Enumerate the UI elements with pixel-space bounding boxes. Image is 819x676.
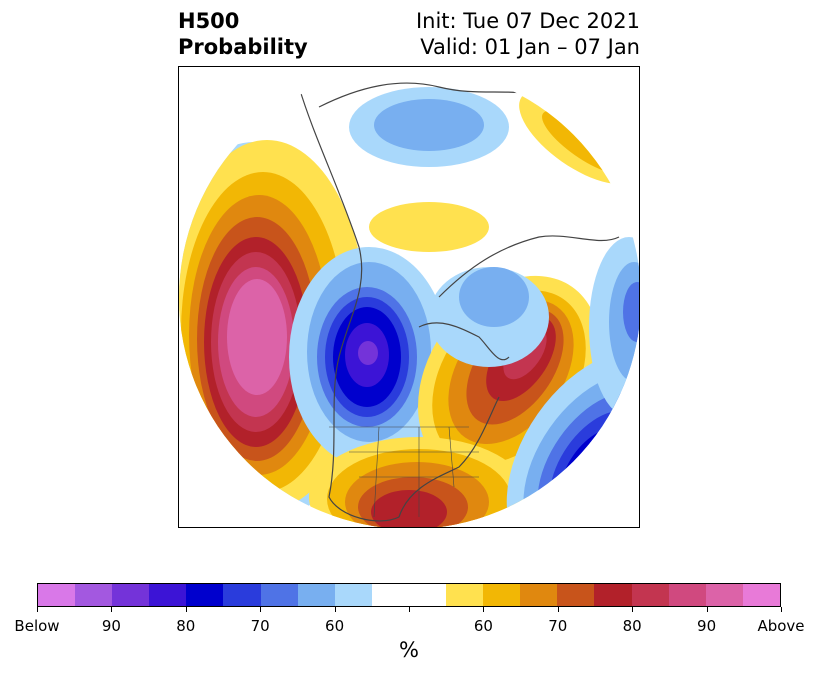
- colorbar-cell-7: [297, 584, 335, 606]
- colorbar-cell-10: [408, 584, 447, 606]
- colorbar-cell-4: [186, 584, 224, 606]
- colorbar-cell-18: [705, 584, 743, 606]
- pacific-ridge: [179, 140, 367, 527]
- colorbar-cell-12: [483, 584, 521, 606]
- colorbar-tick-label: 70: [548, 617, 568, 635]
- title-left: H500 Probability: [178, 8, 308, 60]
- colorbar-cell-2: [112, 584, 150, 606]
- title-right: Init: Tue 07 Dec 2021 Valid: 01 Jan – 07…: [416, 8, 640, 60]
- colorbar-cell-13: [520, 584, 558, 606]
- colorbar-tick-label: 90: [697, 617, 717, 635]
- colorbar-tick-label: 80: [622, 617, 642, 635]
- probability-map: [178, 66, 640, 528]
- valid-label: Valid: 01 Jan – 07 Jan: [420, 35, 640, 59]
- colorbar-cell-1: [75, 584, 113, 606]
- colorbar-tick: [483, 607, 485, 612]
- canada-trough: [289, 247, 449, 467]
- colorbar-cell-11: [446, 584, 484, 606]
- colorbar-cell-9: [371, 584, 409, 606]
- colorbar-cell-17: [668, 584, 706, 606]
- colorbar-tick: [334, 607, 336, 612]
- colorbar-tick: [409, 607, 410, 612]
- colorbar-tick: [557, 607, 559, 612]
- colorbar-cell-16: [631, 584, 669, 606]
- colorbar-tick: [37, 607, 38, 612]
- colorbar-tick-label: 70: [250, 617, 270, 635]
- colorbar-tick-label: Below: [14, 617, 60, 635]
- colorbar-tick: [185, 607, 187, 612]
- colorbar-cell-14: [557, 584, 595, 606]
- siberia-trough: [349, 87, 549, 367]
- product-label: Probability: [178, 35, 308, 59]
- colorbar-tick: [632, 607, 634, 612]
- colorbar-tick: [111, 607, 113, 612]
- colorbar-tick: [706, 607, 708, 612]
- colorbar-unit-label: %: [399, 638, 419, 662]
- variable-label: H500: [178, 9, 240, 33]
- colorbar-tick-label: Above: [757, 617, 805, 635]
- colorbar-cell-15: [594, 584, 632, 606]
- colorbar-tick: [260, 607, 262, 612]
- colorbar-cell-0: [38, 584, 76, 606]
- coastlines: [298, 82, 620, 522]
- colorbar-cell-6: [260, 584, 298, 606]
- colorbar-cell-19: [742, 584, 780, 606]
- colorbar: [37, 583, 781, 607]
- colorbar-tick-label: 60: [325, 617, 345, 635]
- colorbar-tick: [781, 607, 782, 612]
- eastern-trough: [589, 237, 639, 417]
- init-label: Init: Tue 07 Dec 2021: [415, 9, 640, 33]
- anomaly-field: [179, 67, 639, 527]
- colorbar-tick-label: 60: [473, 617, 493, 635]
- colorbar-tick-label: 90: [101, 617, 121, 635]
- colorbar-tick-label: 80: [176, 617, 196, 635]
- colorbar-cell-8: [334, 584, 372, 606]
- colorbar-cell-3: [149, 584, 187, 606]
- polar-ridge: [369, 202, 489, 252]
- map-svg: [179, 67, 639, 527]
- colorbar-cell-5: [223, 584, 261, 606]
